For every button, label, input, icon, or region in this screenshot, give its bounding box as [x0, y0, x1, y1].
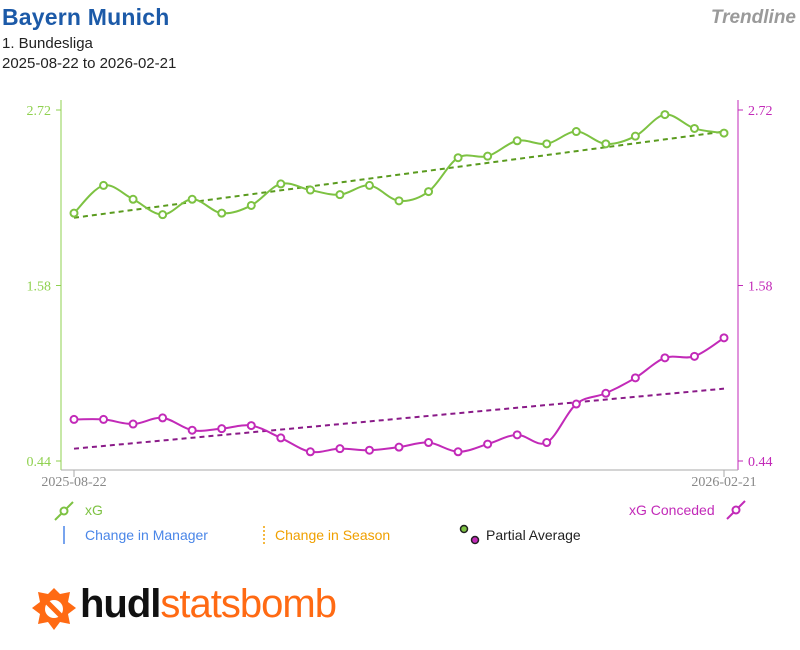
legend-partial-average-icon	[459, 524, 480, 545]
left-tick-label: 2.72	[27, 104, 52, 119]
data-point-xg-conceded	[246, 421, 256, 431]
legend-xg-label: xG	[85, 502, 103, 518]
logo-word-statsbomb: statsbomb	[160, 582, 337, 626]
data-point-xg-conceded	[394, 442, 404, 452]
left-tick-label: 0.44	[27, 455, 52, 470]
data-point-xg-conceded	[364, 445, 374, 455]
data-point-xg	[335, 190, 345, 200]
right-tick-label: 2.72	[748, 104, 773, 119]
data-point-xg	[364, 180, 374, 190]
legend-manager-label: Change in Manager	[85, 527, 208, 543]
data-point-xg-conceded	[542, 438, 552, 448]
data-point-xg-conceded	[453, 447, 463, 457]
data-point-xg-conceded	[512, 430, 522, 440]
data-point-xg-conceded	[69, 414, 79, 424]
trendline-chart: 2025-08-22 2026-02-21 2.72 1.58 0.44 2.72 1…	[27, 100, 773, 545]
trendline-xg-conceded	[73, 387, 725, 450]
data-point-xg-conceded	[483, 439, 493, 449]
data-point-xg	[483, 151, 493, 161]
right-tick-label: 0.44	[748, 455, 773, 470]
data-point-xg	[571, 127, 581, 137]
competition-label: 1. Bundesliga	[2, 35, 93, 52]
series-xg-conceded	[69, 333, 729, 457]
data-point-xg	[187, 194, 197, 204]
data-point-xg-conceded	[187, 425, 197, 435]
legend-xg-icon	[54, 501, 74, 521]
data-point-xg	[601, 139, 611, 149]
data-point-xg	[453, 153, 463, 163]
date-range-label: 2025-08-22 to 2026-02-21	[2, 55, 177, 72]
data-point-xg-conceded	[660, 353, 670, 363]
legend-xg-conceded-label: xG Conceded	[629, 502, 715, 518]
data-point-xg-conceded	[689, 351, 699, 361]
series-layer	[69, 110, 729, 457]
data-point-xg-conceded	[719, 333, 729, 343]
data-point-xg	[246, 200, 256, 210]
data-point-xg	[217, 208, 227, 218]
data-point-xg	[719, 128, 729, 138]
data-point-xg	[128, 194, 138, 204]
hudl-statsbomb-logo: hudlstatsbomb	[30, 582, 370, 634]
data-point-xg-conceded	[630, 373, 640, 383]
data-point-xg	[276, 179, 286, 189]
data-point-xg-conceded	[571, 399, 581, 409]
legend-xg-conceded-icon	[726, 500, 746, 520]
logo-wordmark: hudlstatsbomb	[80, 582, 337, 627]
data-point-xg-conceded	[158, 413, 168, 423]
data-point-xg	[512, 136, 522, 146]
series-xg	[69, 110, 729, 220]
data-point-xg-conceded	[217, 424, 227, 434]
data-point-xg	[394, 196, 404, 206]
series-line-xg-conceded	[73, 336, 725, 454]
logo-word-hudl: hudl	[80, 582, 161, 626]
data-point-xg-conceded	[305, 447, 315, 457]
left-axis-ticks: 2.72 1.58 0.44	[27, 104, 61, 470]
data-point-xg	[99, 180, 109, 190]
data-point-xg	[158, 210, 168, 220]
data-point-xg	[542, 139, 552, 149]
data-point-xg	[660, 110, 670, 120]
x-axis-label-start: 2025-08-22	[41, 475, 106, 490]
data-point-xg-conceded	[335, 444, 345, 454]
chart-axes: 2025-08-22 2026-02-21	[41, 100, 757, 490]
data-point-xg	[689, 123, 699, 133]
data-point-xg	[305, 185, 315, 195]
right-axis-ticks: 2.72 1.58 0.44	[738, 104, 773, 470]
x-axis-label-end: 2026-02-21	[691, 475, 756, 490]
logo-mark-icon	[32, 588, 76, 630]
data-point-xg-conceded	[424, 438, 434, 448]
data-point-xg-conceded	[128, 419, 138, 429]
data-point-xg	[69, 208, 79, 218]
data-point-xg	[630, 131, 640, 141]
team-title: Bayern Munich	[2, 4, 170, 30]
left-tick-label: 1.58	[27, 280, 52, 295]
data-point-xg-conceded	[601, 388, 611, 398]
data-point-xg	[424, 187, 434, 197]
view-type-label: Trendline	[710, 7, 796, 28]
legend-partial-average-label: Partial Average	[486, 527, 581, 543]
data-point-xg-conceded	[99, 414, 109, 424]
legend-season-label: Change in Season	[275, 527, 391, 543]
right-tick-label: 1.58	[748, 280, 773, 295]
data-point-xg-conceded	[276, 433, 286, 443]
